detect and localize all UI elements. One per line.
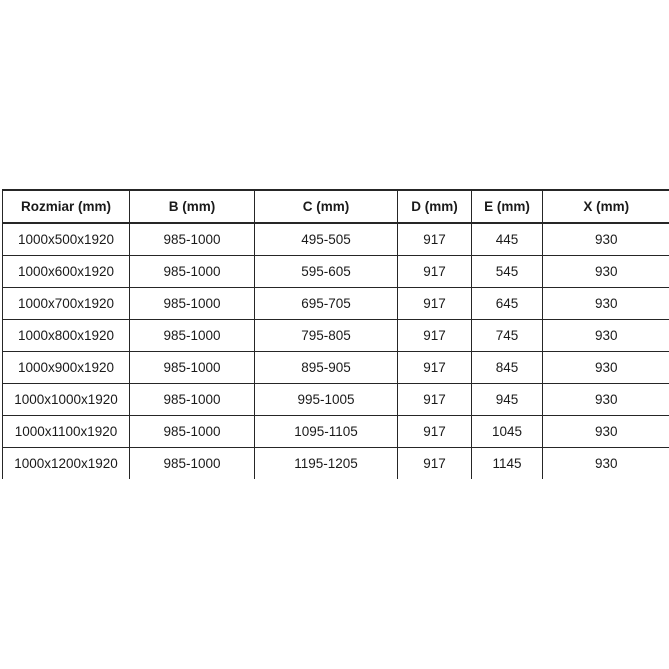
- cell-e: 445: [471, 222, 543, 256]
- cell-e: 1145: [471, 447, 543, 479]
- cell-c: 695-705: [254, 287, 398, 320]
- cell-b: 985-1000: [129, 319, 255, 352]
- cell-rozmiar: 1000x1100x1920: [2, 415, 130, 448]
- column-header-e: E (mm): [471, 189, 543, 224]
- cell-rozmiar: 1000x1000x1920: [2, 383, 130, 416]
- cell-d: 917: [397, 287, 472, 320]
- cell-x: 930: [542, 447, 669, 479]
- cell-e: 745: [471, 319, 543, 352]
- cell-d: 917: [397, 319, 472, 352]
- cell-b: 985-1000: [129, 287, 255, 320]
- table-row: 1000x900x1920 985-1000 895-905 917 845 9…: [2, 351, 669, 384]
- cell-c: 895-905: [254, 351, 398, 384]
- cell-c: 795-805: [254, 319, 398, 352]
- cell-x: 930: [542, 255, 669, 288]
- cell-b: 985-1000: [129, 222, 255, 256]
- cell-rozmiar: 1000x500x1920: [2, 222, 130, 256]
- column-header-d: D (mm): [397, 189, 472, 224]
- table-row: 1000x500x1920 985-1000 495-505 917 445 9…: [2, 222, 669, 256]
- cell-rozmiar: 1000x1200x1920: [2, 447, 130, 479]
- cell-d: 917: [397, 255, 472, 288]
- cell-b: 985-1000: [129, 351, 255, 384]
- cell-b: 985-1000: [129, 255, 255, 288]
- cell-rozmiar: 1000x600x1920: [2, 255, 130, 288]
- cell-e: 945: [471, 383, 543, 416]
- cell-b: 985-1000: [129, 447, 255, 479]
- cell-x: 930: [542, 222, 669, 256]
- cell-x: 930: [542, 383, 669, 416]
- cell-e: 1045: [471, 415, 543, 448]
- cell-d: 917: [397, 415, 472, 448]
- table-row: 1000x1200x1920 985-1000 1195-1205 917 11…: [2, 447, 669, 479]
- column-header-b: B (mm): [129, 189, 255, 224]
- cell-e: 545: [471, 255, 543, 288]
- cell-c: 495-505: [254, 222, 398, 256]
- cell-e: 845: [471, 351, 543, 384]
- cell-d: 917: [397, 222, 472, 256]
- cell-rozmiar: 1000x700x1920: [2, 287, 130, 320]
- cell-x: 930: [542, 415, 669, 448]
- cell-e: 645: [471, 287, 543, 320]
- table-row: 1000x700x1920 985-1000 695-705 917 645 9…: [2, 287, 669, 320]
- cell-d: 917: [397, 447, 472, 479]
- cell-c: 1195-1205: [254, 447, 398, 479]
- column-header-rozmiar: Rozmiar (mm): [2, 189, 130, 224]
- cell-c: 1095-1105: [254, 415, 398, 448]
- table-row: 1000x1000x1920 985-1000 995-1005 917 945…: [2, 383, 669, 416]
- cell-x: 930: [542, 287, 669, 320]
- column-header-c: C (mm): [254, 189, 398, 224]
- header-row: Rozmiar (mm) B (mm) C (mm) D (mm) E (mm)…: [2, 189, 669, 224]
- size-table: Rozmiar (mm) B (mm) C (mm) D (mm) E (mm)…: [2, 189, 669, 479]
- table-row: 1000x1100x1920 985-1000 1095-1105 917 10…: [2, 415, 669, 448]
- cell-b: 985-1000: [129, 383, 255, 416]
- table-row: 1000x600x1920 985-1000 595-605 917 545 9…: [2, 255, 669, 288]
- cell-x: 930: [542, 351, 669, 384]
- cell-c: 595-605: [254, 255, 398, 288]
- size-table-body: 1000x500x1920 985-1000 495-505 917 445 9…: [2, 222, 669, 479]
- table-row: 1000x800x1920 985-1000 795-805 917 745 9…: [2, 319, 669, 352]
- cell-rozmiar: 1000x900x1920: [2, 351, 130, 384]
- cell-x: 930: [542, 319, 669, 352]
- cell-d: 917: [397, 351, 472, 384]
- column-header-x: X (mm): [542, 189, 669, 224]
- size-table-header: Rozmiar (mm) B (mm) C (mm) D (mm) E (mm)…: [2, 189, 669, 224]
- cell-d: 917: [397, 383, 472, 416]
- cell-c: 995-1005: [254, 383, 398, 416]
- cell-b: 985-1000: [129, 415, 255, 448]
- cell-rozmiar: 1000x800x1920: [2, 319, 130, 352]
- size-table-container: Rozmiar (mm) B (mm) C (mm) D (mm) E (mm)…: [2, 189, 669, 479]
